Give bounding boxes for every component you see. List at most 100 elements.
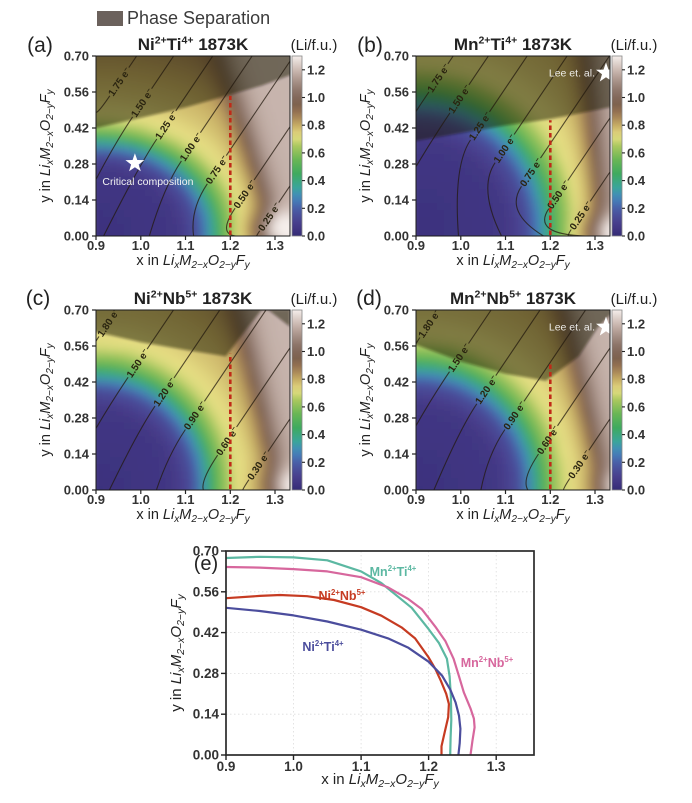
svg-text:0.4: 0.4	[307, 173, 326, 188]
svg-text:0.2: 0.2	[627, 201, 645, 216]
svg-text:0.70: 0.70	[384, 303, 409, 318]
svg-text:Mn2+Ti4+ 1873K: Mn2+Ti4+ 1873K	[454, 35, 573, 55]
svg-text:0.28: 0.28	[64, 157, 89, 172]
svg-text:x in LixM2−xO2−yFy: x in LixM2−xO2−yFy	[456, 253, 570, 271]
svg-text:0.56: 0.56	[64, 85, 89, 100]
svg-text:1.0: 1.0	[132, 238, 150, 253]
svg-text:0.14: 0.14	[384, 193, 410, 208]
svg-text:y in LixM2−xO2−yFy: y in LixM2−xO2−yFy	[38, 342, 56, 456]
svg-text:1.2: 1.2	[627, 62, 645, 77]
svg-text:0.8: 0.8	[307, 372, 325, 387]
svg-text:y in LixM2−xO2−yFy: y in LixM2−xO2−yFy	[38, 88, 56, 202]
svg-text:x in LixM2−xO2−yFy: x in LixM2−xO2−yFy	[136, 507, 250, 525]
svg-text:1.2: 1.2	[221, 238, 239, 253]
svg-text:0.14: 0.14	[193, 707, 220, 722]
svg-text:Lee et. al.: Lee et. al.	[549, 322, 595, 334]
svg-text:0.0: 0.0	[627, 229, 645, 244]
svg-text:0.9: 0.9	[87, 492, 105, 507]
svg-text:1.2: 1.2	[627, 316, 645, 331]
svg-text:y in LixM2−xO2−yFy: y in LixM2−xO2−yFy	[168, 593, 187, 711]
svg-text:0.56: 0.56	[384, 339, 409, 354]
svg-text:1.2: 1.2	[307, 62, 325, 77]
svg-text:0.6: 0.6	[307, 399, 325, 414]
svg-text:0.4: 0.4	[627, 173, 646, 188]
svg-text:1.0: 1.0	[132, 492, 150, 507]
svg-text:0.14: 0.14	[384, 447, 410, 462]
svg-text:0.0: 0.0	[307, 229, 325, 244]
svg-text:1.2: 1.2	[541, 238, 559, 253]
svg-text:0.28: 0.28	[384, 157, 409, 172]
svg-text:1.3: 1.3	[586, 238, 604, 253]
svg-text:1.1: 1.1	[176, 238, 194, 253]
svg-text:0.42: 0.42	[384, 121, 409, 136]
svg-text:y in LixM2−xO2−yFy: y in LixM2−xO2−yFy	[358, 342, 376, 456]
svg-text:0.00: 0.00	[384, 229, 409, 244]
svg-text:Mn2+Nb5+ 1873K: Mn2+Nb5+ 1873K	[450, 289, 577, 309]
svg-text:1.1: 1.1	[496, 238, 514, 253]
svg-text:0.56: 0.56	[64, 339, 89, 354]
svg-text:1.3: 1.3	[586, 492, 604, 507]
svg-text:1.0: 1.0	[307, 344, 325, 359]
svg-text:(e): (e)	[194, 553, 218, 575]
svg-text:0.70: 0.70	[384, 49, 409, 64]
svg-text:0.9: 0.9	[407, 238, 425, 253]
svg-text:Ni2+Ti4+: Ni2+Ti4+	[302, 639, 344, 654]
svg-text:Phase Separation: Phase Separation	[127, 8, 270, 28]
svg-text:1.2: 1.2	[307, 316, 325, 331]
svg-text:0.42: 0.42	[193, 625, 219, 640]
svg-text:0.2: 0.2	[307, 201, 325, 216]
svg-text:0.00: 0.00	[193, 748, 219, 763]
svg-text:0.6: 0.6	[307, 145, 325, 160]
svg-text:0.9: 0.9	[407, 492, 425, 507]
svg-text:0.42: 0.42	[64, 375, 89, 390]
svg-text:0.9: 0.9	[87, 238, 105, 253]
svg-text:1.1: 1.1	[176, 492, 194, 507]
svg-text:0.8: 0.8	[627, 372, 645, 387]
svg-text:1.0: 1.0	[452, 238, 470, 253]
svg-text:1.3: 1.3	[266, 238, 284, 253]
svg-text:(d): (d)	[356, 287, 382, 310]
svg-text:0.42: 0.42	[384, 375, 409, 390]
svg-text:0.00: 0.00	[64, 229, 89, 244]
svg-text:0.6: 0.6	[627, 399, 645, 414]
svg-text:1.2: 1.2	[541, 492, 559, 507]
svg-text:(a): (a)	[27, 34, 53, 57]
svg-text:(b): (b)	[357, 34, 383, 57]
svg-text:0.2: 0.2	[307, 455, 325, 470]
svg-text:1.0: 1.0	[307, 90, 325, 105]
svg-text:1.0: 1.0	[284, 759, 303, 774]
svg-text:(Li/f.u.): (Li/f.u.)	[291, 37, 338, 54]
svg-text:1.0: 1.0	[627, 90, 645, 105]
svg-text:0.28: 0.28	[193, 666, 220, 681]
svg-text:0.9: 0.9	[217, 759, 236, 774]
svg-text:0.14: 0.14	[64, 193, 90, 208]
svg-text:(Li/f.u.): (Li/f.u.)	[611, 37, 658, 54]
svg-text:Mn2+Ti4+: Mn2+Ti4+	[370, 564, 417, 579]
svg-text:0.56: 0.56	[384, 85, 409, 100]
svg-text:(Li/f.u.): (Li/f.u.)	[291, 291, 338, 308]
svg-text:x in LixM2−xO2−yFy: x in LixM2−xO2−yFy	[136, 253, 250, 271]
svg-text:x in LixM2−xO2−yFy: x in LixM2−xO2−yFy	[321, 771, 439, 790]
svg-text:(Li/f.u.): (Li/f.u.)	[611, 291, 658, 308]
svg-text:0.70: 0.70	[193, 544, 219, 559]
svg-text:0.14: 0.14	[64, 447, 90, 462]
svg-text:0.0: 0.0	[627, 483, 645, 498]
svg-text:1.0: 1.0	[452, 492, 470, 507]
svg-text:0.4: 0.4	[307, 427, 326, 442]
svg-text:1.1: 1.1	[352, 759, 371, 774]
svg-text:0.70: 0.70	[64, 49, 89, 64]
svg-text:x in LixM2−xO2−yFy: x in LixM2−xO2−yFy	[456, 507, 570, 525]
svg-text:0.4: 0.4	[627, 427, 646, 442]
svg-text:Lee et. al.: Lee et. al.	[549, 68, 595, 80]
svg-text:0.0: 0.0	[307, 483, 325, 498]
svg-text:0.00: 0.00	[384, 483, 409, 498]
svg-text:1.3: 1.3	[487, 759, 506, 774]
svg-text:0.56: 0.56	[193, 584, 220, 599]
svg-text:0.8: 0.8	[307, 118, 325, 133]
svg-text:Ni2+Nb5+: Ni2+Nb5+	[319, 588, 366, 603]
svg-text:0.2: 0.2	[627, 455, 645, 470]
svg-text:1.2: 1.2	[221, 492, 239, 507]
svg-text:1.3: 1.3	[266, 492, 284, 507]
svg-text:1.1: 1.1	[496, 492, 514, 507]
svg-text:0.00: 0.00	[64, 483, 89, 498]
